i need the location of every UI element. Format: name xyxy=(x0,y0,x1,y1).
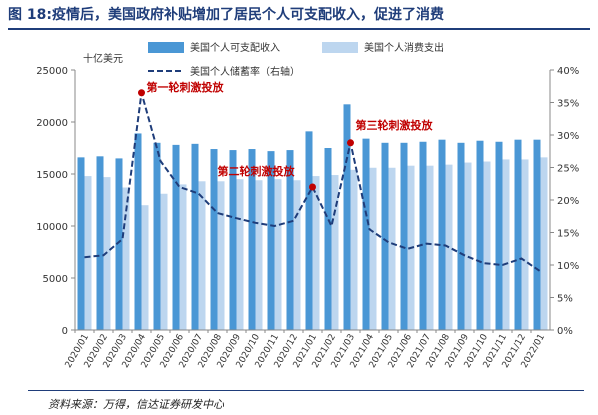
income-bar xyxy=(267,151,275,330)
right-tick-label: 20% xyxy=(557,196,579,207)
consumption-bar xyxy=(217,181,225,330)
consumption-bar xyxy=(293,180,301,330)
consumption-bar xyxy=(483,161,491,330)
income-bar xyxy=(191,143,199,330)
consumption-bar xyxy=(388,167,396,330)
income-bar xyxy=(457,142,465,330)
consumption-bar xyxy=(350,169,358,330)
income-bar xyxy=(96,156,104,330)
consumption-bar xyxy=(369,167,377,330)
consumption-bar xyxy=(84,176,92,330)
right-tick-label: 15% xyxy=(557,229,579,240)
chart-area: 0 5000 10000 15000 20000 25000 0% 5% 10% 15% 20% 25… xyxy=(36,41,579,370)
consumption-bar xyxy=(502,159,510,330)
right-tick-label: 35% xyxy=(557,99,579,110)
legend-income-swatch xyxy=(148,42,184,53)
savings-rate-line xyxy=(84,92,542,273)
legend-consumption-swatch xyxy=(322,42,358,53)
income-bar xyxy=(400,142,408,330)
left-tick-label: 15000 xyxy=(36,170,68,181)
income-bar xyxy=(514,139,522,330)
stimulus-marker xyxy=(347,139,354,147)
stimulus-label: 第三轮刺激投放 xyxy=(356,118,434,132)
left-tick-label: 25000 xyxy=(36,66,68,77)
consumption-bar xyxy=(521,159,529,330)
income-bar xyxy=(153,142,161,330)
income-bar xyxy=(324,148,332,330)
left-tick-label: 0 xyxy=(62,326,68,337)
income-bar xyxy=(381,142,389,330)
right-tick-label: 25% xyxy=(557,164,579,175)
consumption-bar xyxy=(331,175,339,330)
income-bar xyxy=(210,149,218,330)
consumption-bar xyxy=(255,180,263,330)
income-bar xyxy=(229,150,237,330)
income-bar xyxy=(533,139,541,330)
left-tick-label: 5000 xyxy=(43,274,68,285)
income-bar xyxy=(134,133,142,330)
consumption-bar xyxy=(160,193,168,330)
income-bar xyxy=(362,138,370,330)
savings-line-layer xyxy=(84,92,542,273)
source-divider xyxy=(28,390,584,391)
income-bar xyxy=(438,139,446,330)
right-tick-label: 0% xyxy=(557,326,573,337)
left-unit-label: 十亿美元 xyxy=(83,52,123,65)
consumption-bar xyxy=(540,157,548,330)
right-tick-label: 5% xyxy=(557,294,573,305)
consumption-bar xyxy=(141,205,149,330)
consumption-bar xyxy=(312,176,320,330)
right-tick-label: 10% xyxy=(557,261,579,272)
income-bar xyxy=(77,157,85,330)
legend-savings-label: 美国个人储蓄率（右轴） xyxy=(190,65,300,78)
left-tick-label: 20000 xyxy=(36,118,68,129)
income-bar xyxy=(115,158,123,330)
income-bar xyxy=(419,141,427,330)
consumption-bar xyxy=(236,179,244,330)
left-tick-label: 10000 xyxy=(36,222,68,233)
stimulus-label: 第二轮刺激投放 xyxy=(218,164,296,178)
income-bar xyxy=(495,141,503,330)
income-bar xyxy=(476,140,484,330)
stimulus-marker xyxy=(309,183,316,191)
stimulus-marker xyxy=(138,89,145,97)
legend-income-label: 美国个人可支配收入 xyxy=(190,41,280,54)
consumption-bar xyxy=(198,181,206,330)
bars-layer xyxy=(77,104,548,330)
consumption-bar xyxy=(274,179,282,330)
source-note: 资料来源：万得，信达证券研发中心 xyxy=(48,398,224,411)
income-bar xyxy=(172,144,180,330)
chart-title: 图 18:疫情后，美国政府补贴增加了居民个人可支配收入，促进了消费 xyxy=(8,7,444,23)
consumption-bar xyxy=(464,162,472,330)
income-bar xyxy=(343,104,351,330)
title-divider xyxy=(8,28,590,30)
income-bar xyxy=(305,131,313,330)
right-tick-label: 30% xyxy=(557,131,579,142)
income-bar xyxy=(248,149,256,330)
income-bar xyxy=(286,150,294,330)
consumption-bar xyxy=(426,165,434,330)
consumption-bar xyxy=(179,184,187,330)
consumption-bar xyxy=(122,187,130,330)
right-tick-label: 40% xyxy=(557,66,579,77)
legend-consumption-label: 美国个人消费支出 xyxy=(364,41,444,54)
stimulus-label: 第一轮刺激投放 xyxy=(147,80,225,94)
